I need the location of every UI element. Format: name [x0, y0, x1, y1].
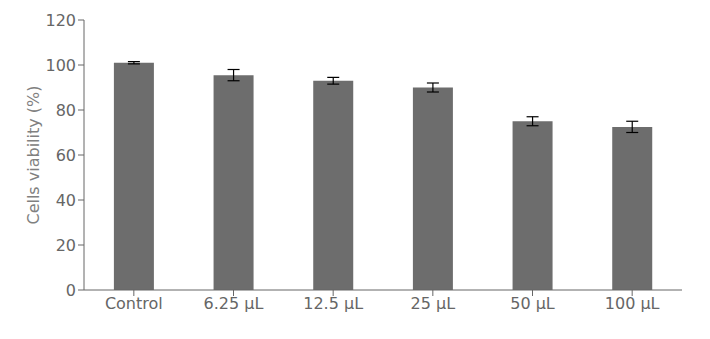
svg-text:100: 100 [45, 56, 76, 75]
svg-text:Control: Control [105, 294, 163, 313]
svg-text:60: 60 [56, 146, 76, 165]
svg-text:Cells viability (%): Cells viability (%) [24, 85, 43, 224]
svg-text:100 μL: 100 μL [605, 294, 660, 313]
svg-text:12.5 μL: 12.5 μL [303, 294, 363, 313]
svg-text:40: 40 [56, 191, 76, 210]
svg-text:0: 0 [66, 281, 76, 300]
svg-text:25 μL: 25 μL [411, 294, 456, 313]
svg-text:6.25 μL: 6.25 μL [204, 294, 264, 313]
svg-text:50 μL: 50 μL [510, 294, 555, 313]
svg-text:80: 80 [56, 101, 76, 120]
svg-text:120: 120 [45, 11, 76, 30]
svg-text:20: 20 [56, 236, 76, 255]
